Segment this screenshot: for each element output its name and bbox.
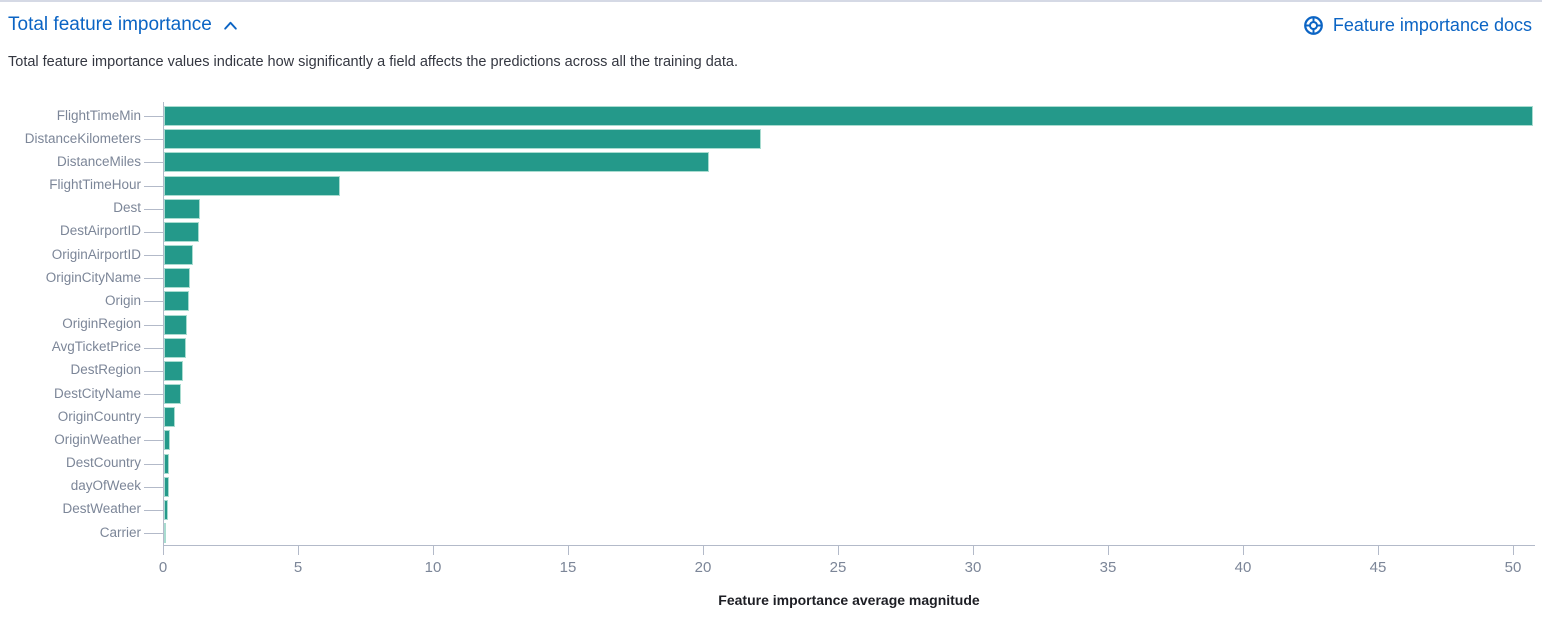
- y-axis-label: Carrier: [99, 524, 141, 540]
- y-axis-label: DestCountry: [65, 455, 141, 471]
- bar-OriginAirportID[interactable]: [164, 245, 193, 265]
- bar-OriginWeather[interactable]: [164, 430, 170, 450]
- y-axis-label: OriginAirportID: [51, 246, 141, 262]
- x-axis-tick: [298, 545, 299, 555]
- y-axis-tick: [144, 255, 163, 256]
- x-axis-tick-label: 45: [1369, 559, 1387, 576]
- x-axis-tick: [838, 545, 839, 555]
- bar-Origin[interactable]: [164, 291, 190, 311]
- help-life-ring-icon: [1303, 15, 1324, 36]
- y-axis-line: [163, 102, 164, 545]
- x-axis-tick: [1513, 545, 1514, 555]
- y-axis-label: dayOfWeek: [70, 478, 141, 494]
- x-axis-tick-label: 15: [559, 559, 577, 576]
- x-axis-tick-label: 10: [424, 559, 442, 576]
- x-axis-tick: [1108, 545, 1109, 555]
- y-axis-tick: [144, 394, 163, 395]
- bar-FlightTimeMin[interactable]: [164, 106, 1533, 126]
- bar-Carrier[interactable]: [164, 523, 166, 543]
- chevron-up-icon: [222, 16, 239, 35]
- y-axis-label: OriginWeather: [54, 431, 141, 447]
- y-axis-label: OriginRegion: [62, 316, 141, 332]
- bar-DestCountry[interactable]: [164, 454, 170, 474]
- y-axis-tick: [144, 440, 163, 441]
- y-axis-label: DestCityName: [53, 385, 141, 401]
- bar-OriginCityName[interactable]: [164, 268, 191, 288]
- y-axis-label: OriginCityName: [45, 269, 141, 285]
- x-axis-tick: [568, 545, 569, 555]
- bar-DestAirportID[interactable]: [164, 222, 200, 242]
- x-axis-tick-label: 35: [1099, 559, 1117, 576]
- y-axis-tick: [144, 417, 163, 418]
- y-axis-label: AvgTicketPrice: [51, 339, 141, 355]
- y-axis-label: Origin: [104, 292, 141, 308]
- x-axis-tick-label: 40: [1234, 559, 1252, 576]
- x-axis-tick: [1243, 545, 1244, 555]
- y-axis-tick: [144, 487, 163, 488]
- x-axis-tick-label: 20: [694, 559, 712, 576]
- y-axis-label: FlightTimeHour: [49, 177, 141, 192]
- bar-OriginCountry[interactable]: [164, 407, 176, 427]
- docs-link-label: Feature importance docs: [1332, 14, 1532, 35]
- x-axis-tick: [163, 545, 164, 555]
- section-title: Total feature importance: [8, 14, 212, 35]
- x-axis-line: [163, 545, 1535, 546]
- y-axis-tick: [144, 116, 163, 117]
- bar-dayOfWeek[interactable]: [164, 477, 169, 497]
- section-toggle-total-feature-importance[interactable]: Total feature importance: [8, 14, 239, 36]
- bar-DestRegion[interactable]: [164, 361, 184, 381]
- y-axis-tick: [144, 278, 163, 279]
- y-axis-tick: [144, 186, 163, 187]
- y-axis-tick: [144, 232, 163, 233]
- y-axis-tick: [144, 510, 163, 511]
- y-axis-tick: [144, 348, 163, 349]
- y-axis-label: DistanceKilometers: [24, 130, 141, 146]
- panel-header: Total feature importance Feature importa…: [8, 14, 1532, 36]
- bar-FlightTimeHour[interactable]: [164, 176, 340, 196]
- x-axis-tick-label: 25: [829, 559, 847, 576]
- y-axis-label: Dest: [113, 200, 141, 216]
- x-axis-tick: [973, 545, 974, 555]
- bar-DistanceKilometers[interactable]: [164, 129, 761, 149]
- x-axis-tick: [433, 545, 434, 555]
- x-axis-tick: [703, 545, 704, 555]
- section-description: Total feature importance values indicate…: [8, 54, 738, 70]
- y-axis-label: DestWeather: [62, 501, 141, 517]
- y-axis-label: DistanceMiles: [56, 153, 141, 169]
- bar-AvgTicketPrice[interactable]: [164, 338, 187, 358]
- y-axis-label: DestRegion: [70, 362, 141, 378]
- x-axis-tick: [1378, 545, 1379, 555]
- y-axis-tick: [144, 464, 163, 465]
- y-axis-tick: [144, 325, 163, 326]
- y-axis-tick: [144, 533, 163, 534]
- y-axis-label: DestAirportID: [59, 223, 141, 239]
- bar-OriginRegion[interactable]: [164, 315, 188, 335]
- x-axis-tick-label: 5: [293, 559, 303, 576]
- bar-DistanceMiles[interactable]: [164, 152, 710, 172]
- y-axis-tick: [144, 139, 163, 140]
- y-axis-tick: [144, 371, 163, 372]
- bar-DestWeather[interactable]: [164, 500, 169, 520]
- x-axis-title: Feature importance average magnitude: [718, 592, 980, 608]
- y-axis-label: OriginCountry: [57, 408, 141, 424]
- x-axis-tick-label: 30: [964, 559, 982, 576]
- y-axis-tick: [144, 301, 163, 302]
- feature-importance-docs-link[interactable]: Feature importance docs: [1303, 15, 1532, 36]
- x-axis-tick-label: 0: [158, 559, 168, 576]
- y-axis-tick: [144, 162, 163, 163]
- bar-DestCityName[interactable]: [164, 384, 181, 404]
- bar-Dest[interactable]: [164, 199, 200, 219]
- y-axis-tick: [144, 209, 163, 210]
- y-axis-label: FlightTimeMin: [56, 107, 141, 123]
- x-axis-tick-label: 50: [1504, 559, 1522, 576]
